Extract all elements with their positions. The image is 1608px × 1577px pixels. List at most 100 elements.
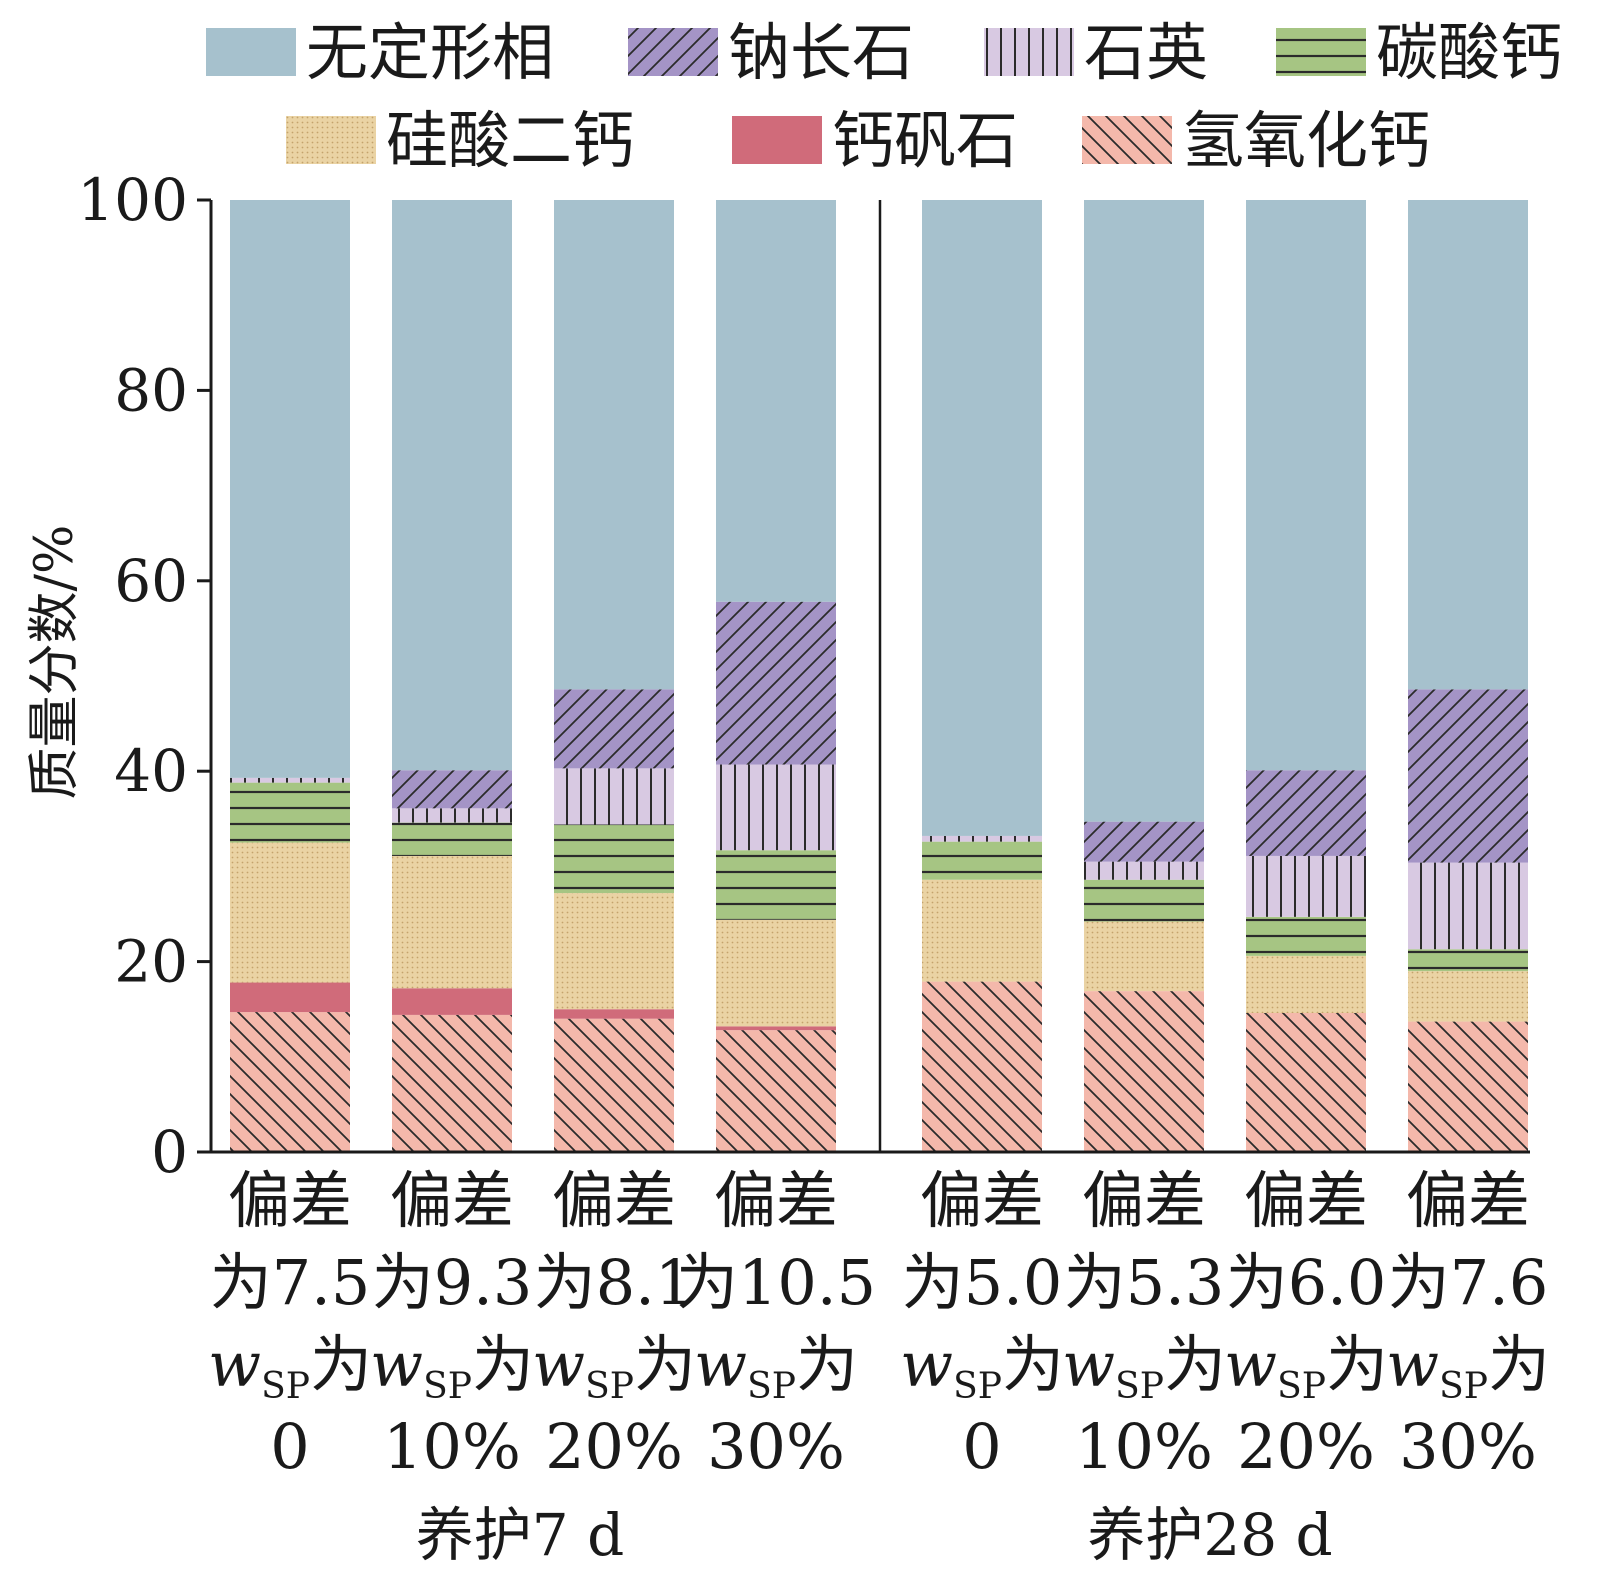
x-category-line2: 为7.5 (210, 1246, 371, 1319)
bar-segment-钙矾石 (230, 982, 350, 1013)
bar-segment-pattern-硅酸二钙 (1246, 955, 1366, 1014)
bar-segment-pattern-氢氧化钙 (230, 1012, 350, 1152)
x-category-line2: 为5.0 (902, 1246, 1063, 1319)
bar-segment-pattern-石英 (392, 808, 512, 823)
x-category-line3: wSP为 (208, 1328, 372, 1407)
bar-segment-无定形相 (230, 200, 350, 778)
legend-label: 石英 (1084, 16, 1208, 89)
bar-segment-pattern-碳酸钙 (716, 850, 836, 920)
bar-segment-pattern-碳酸钙 (1408, 949, 1528, 972)
bar-segment-pattern-硅酸二钙 (230, 842, 350, 983)
bar-segment-pattern-碳酸钙 (1084, 879, 1204, 922)
group-label-7d: 养护7 d (416, 1501, 624, 1569)
legend-swatch-pattern (984, 28, 1074, 76)
bar-segment-pattern-氢氧化钙 (716, 1030, 836, 1152)
y-tick-label: 0 (151, 1118, 188, 1186)
bar-segment-pattern-碳酸钙 (230, 782, 350, 843)
x-category-line4: 20% (1237, 1410, 1375, 1483)
bar-segment-pattern-氢氧化钙 (392, 1014, 512, 1152)
bar-segment-pattern-碳酸钙 (1246, 916, 1366, 956)
x-axis-labels: 偏差为7.5wSP为0偏差为9.3wSP为10%偏差为8.1wSP为20%偏差为… (208, 1164, 1550, 1483)
bar-segment-pattern-钠长石 (1408, 689, 1528, 863)
stacked-bar-2 (392, 200, 512, 1152)
legend-item-钙矾石: 钙矾石 (732, 104, 1018, 177)
y-tick-label: 40 (114, 737, 188, 805)
x-category-line1: 偏差 (228, 1164, 352, 1237)
x-category-line3: wSP为 (532, 1328, 696, 1407)
bar-segment-pattern-石英 (716, 764, 836, 851)
legend-item-石英: 石英 (984, 16, 1208, 89)
bar-segment-pattern-石英 (230, 777, 350, 783)
legend-label: 碳酸钙 (1376, 16, 1562, 89)
stacked-bar-6 (1084, 200, 1204, 1152)
group-label-28d: 养护28 d (1087, 1501, 1332, 1569)
x-category-line2: 为9.3 (372, 1246, 533, 1319)
y-tick-label: 80 (114, 356, 188, 424)
bar-segment-pattern-氢氧化钙 (1408, 1021, 1528, 1152)
legend-item-钠长石: 钠长石 (628, 16, 914, 89)
legend-item-硅酸二钙: 硅酸二钙 (286, 104, 634, 177)
x-category-line3: wSP为 (900, 1328, 1064, 1407)
bar-segment-pattern-氢氧化钙 (1246, 1013, 1366, 1152)
stacked-bar-7 (1246, 200, 1366, 1152)
stacked-bar-8 (1408, 200, 1528, 1152)
legend-swatch-pattern (1276, 28, 1366, 76)
legend-item-碳酸钙: 碳酸钙 (1276, 16, 1562, 89)
y-tick-label: 60 (114, 547, 188, 615)
bar-segment-pattern-钠长石 (554, 689, 674, 769)
bar-segment-pattern-石英 (922, 835, 1042, 842)
legend-swatch-pattern (1082, 116, 1172, 164)
x-category-line3: wSP为 (1386, 1328, 1550, 1407)
x-category-line1: 偏差 (1082, 1164, 1206, 1237)
stacked-bar-5 (922, 200, 1042, 1152)
x-category-line1: 偏差 (1406, 1164, 1530, 1237)
legend-label: 无定形相 (306, 16, 554, 89)
bar-segment-pattern-石英 (1246, 855, 1366, 917)
bar-segment-pattern-石英 (1408, 862, 1528, 950)
bar-segment-pattern-氢氧化钙 (554, 1018, 674, 1152)
x-category-line4: 30% (1399, 1410, 1537, 1483)
bar-segment-无定形相 (716, 200, 836, 602)
x-category-line3: wSP为 (1224, 1328, 1388, 1407)
x-category-line1: 偏差 (714, 1164, 838, 1237)
bar-segment-pattern-硅酸二钙 (1084, 921, 1204, 992)
legend-label: 硅酸二钙 (386, 104, 634, 177)
bar-segment-钙矾石 (554, 1009, 674, 1019)
bar-segment-无定形相 (1246, 200, 1366, 771)
bar-segment-无定形相 (554, 200, 674, 690)
x-category-line4: 10% (1075, 1410, 1213, 1483)
x-category-line1: 偏差 (1244, 1164, 1368, 1237)
bar-segment-钙矾石 (392, 988, 512, 1015)
x-category-line2: 为5.3 (1064, 1246, 1225, 1319)
x-category-line3: wSP为 (694, 1328, 858, 1407)
bar-segment-pattern-硅酸二钙 (716, 919, 836, 1027)
x-category-line4: 10% (383, 1410, 521, 1483)
y-axis-label: 质量分数/% (25, 525, 85, 800)
y-axis-ticks: 0 20 40 60 80 100 (77, 166, 211, 1186)
bar-segment-pattern-硅酸二钙 (1408, 971, 1528, 1022)
bar-segment-pattern-石英 (554, 768, 674, 825)
bar-segment-pattern-钠长石 (392, 770, 512, 809)
bar-segment-pattern-石英 (1084, 861, 1204, 880)
legend-label: 钠长石 (728, 16, 914, 89)
bars (230, 200, 1528, 1152)
x-category-line3: wSP为 (370, 1328, 534, 1407)
bar-segment-无定形相 (922, 200, 1042, 836)
bar-segment-无定形相 (1408, 200, 1528, 690)
bar-segment-无定形相 (1084, 200, 1204, 822)
x-category-line1: 偏差 (920, 1164, 1044, 1237)
x-category-line2: 为10.5 (676, 1246, 876, 1319)
x-category-line2: 为7.6 (1388, 1246, 1549, 1319)
bar-segment-pattern-碳酸钙 (554, 824, 674, 894)
x-category-line1: 偏差 (552, 1164, 676, 1237)
x-category-line4: 0 (270, 1410, 309, 1483)
bar-segment-pattern-钠长石 (1246, 770, 1366, 856)
stacked-bar-1 (230, 200, 350, 1152)
bar-segment-pattern-氢氧化钙 (1084, 991, 1204, 1152)
